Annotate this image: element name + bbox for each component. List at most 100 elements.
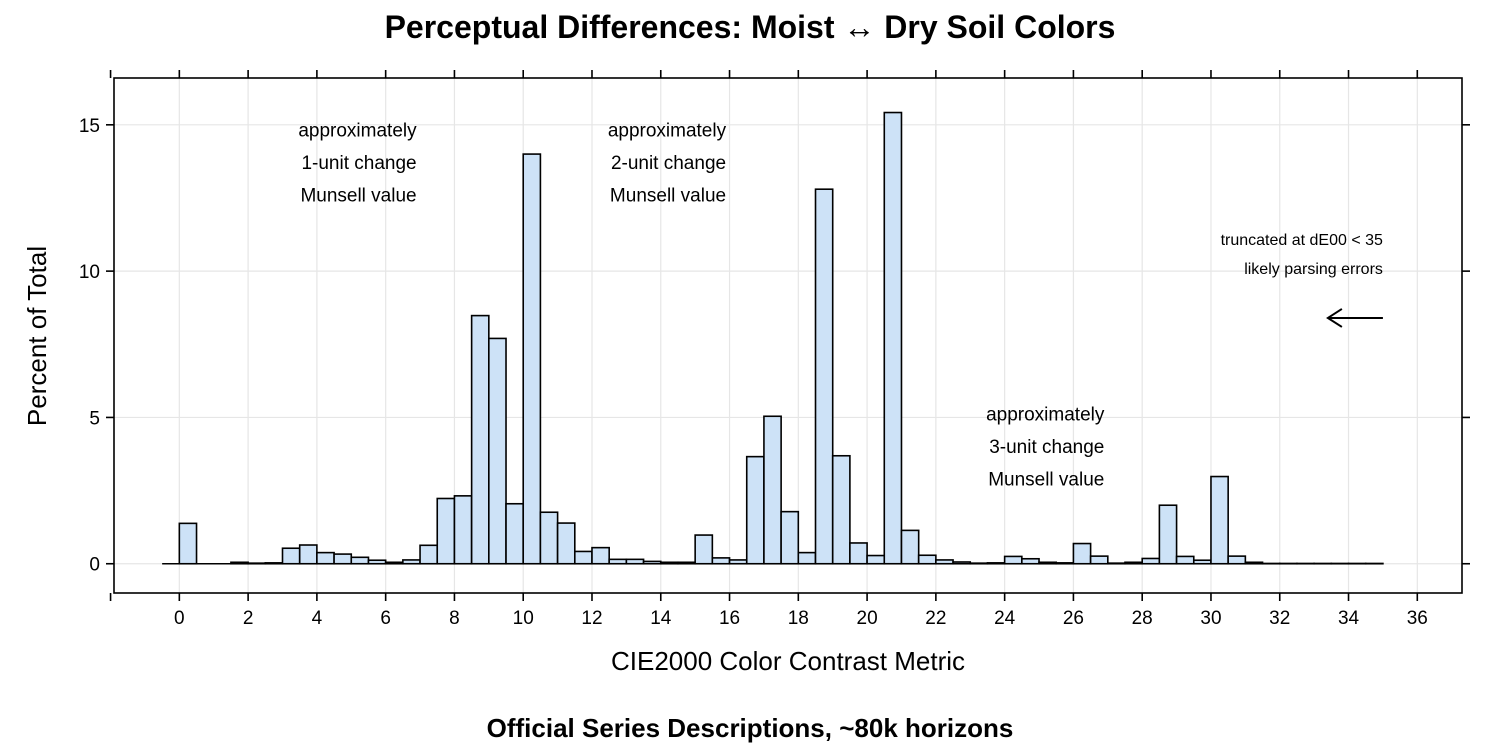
histogram-bar [230,561,249,565]
histogram-bar [436,497,456,565]
y-tick-label: 5 [89,408,100,429]
histogram-bar [281,547,301,565]
histogram-bar [367,559,387,565]
x-tick-label: 24 [994,608,1016,629]
y-tick-label: 15 [79,116,100,137]
histogram-bar [350,556,370,565]
chart-subtitle: Official Series Descriptions, ~80k horiz… [487,713,1014,743]
histogram-bar [625,558,645,565]
x-tick-label: 8 [449,608,460,629]
x-tick-label: 10 [513,608,534,629]
histogram-bar [677,561,696,565]
histogram-bar [1038,561,1058,565]
x-tick-label: 0 [174,608,185,629]
annotation-text: Munsell value [988,469,1104,490]
x-tick-label: 26 [1063,608,1084,629]
annotation-text: likely parsing errors [1244,261,1383,278]
y-tick-label: 0 [89,555,100,576]
x-tick-label: 4 [312,608,323,629]
histogram-bar [1192,559,1212,565]
x-axis-label: CIE2000 Color Contrast Metric [611,646,965,676]
annotation-text: Munsell value [300,186,416,207]
histogram-bar [935,559,954,565]
x-tick-label: 16 [719,608,740,629]
histogram-bar [556,522,576,565]
histogram-bar [797,551,817,565]
histogram-bar [1158,504,1178,565]
x-tick-label: 36 [1407,608,1428,629]
histogram-bar [488,337,507,565]
histogram-bar [745,455,765,565]
histogram-bar [849,542,868,565]
histogram-bar [419,544,439,565]
arrow-left-icon [1326,308,1383,328]
y-tick-label: 10 [79,262,100,283]
x-tick-label: 20 [857,608,878,629]
annotation-text: 3-unit change [989,437,1104,458]
histogram-bar [1244,561,1264,565]
histogram-bar [1089,555,1109,565]
histogram-bar [763,415,782,565]
histogram-bar [522,153,542,565]
annotation-text: Munsell value [610,186,726,207]
histogram-bar [402,559,421,565]
histogram-bars [162,111,1384,565]
histogram-bar [969,562,989,565]
annotation-text: approximately [986,404,1105,425]
x-tick-label: 22 [925,608,946,629]
histogram-bar [1072,542,1092,565]
histogram-bar [659,561,679,565]
x-tick-label: 18 [788,608,809,629]
histogram-bar [1210,475,1229,565]
annotation-text: 2-unit change [611,153,726,174]
histogram-bar [591,546,610,565]
histogram-bar [573,550,593,565]
x-tick-label: 30 [1200,608,1221,629]
histogram-bar [814,188,834,565]
x-tick-label: 34 [1338,608,1360,629]
histogram-bar [986,562,1006,565]
plot-frame [113,77,1463,594]
histogram-bar [470,314,490,565]
histogram-bar [642,560,662,565]
y-axis-label: Percent of Total [22,246,52,426]
histogram-bar [866,554,886,565]
histogram-bar [1003,555,1023,565]
annotation-text: 1-unit change [301,153,416,174]
histogram-bar [247,562,267,565]
histogram-bar [539,511,559,565]
histogram-bar [264,562,284,565]
histogram-bar [780,510,800,565]
histogram-bar [694,534,714,565]
x-tick-label: 12 [581,608,602,629]
histogram-bar [1021,557,1040,565]
x-tick-label: 14 [650,608,672,629]
histogram-bar [453,495,473,565]
histogram-bar [711,557,731,565]
histogram-bar [298,544,318,565]
annotation-text: approximately [298,121,417,142]
histogram-bar [384,561,404,565]
histogram-bar [608,558,628,565]
histogram-bar [952,561,972,565]
x-tick-label: 2 [243,608,254,629]
histogram-bar [1055,562,1075,565]
histogram-bar [316,551,335,565]
annotation-text: approximately [608,121,727,142]
histogram-bar [1141,557,1161,565]
histogram-bar [505,502,525,565]
annotation-text: truncated at dE00 < 35 [1221,232,1383,249]
histogram-bar [1107,562,1126,565]
histogram-bar [178,522,198,565]
histogram-bar [728,559,748,565]
histogram-bar [900,529,920,565]
x-tick-label: 32 [1269,608,1290,629]
histogram-bar [831,454,851,565]
histogram-bar [1175,555,1195,565]
x-tick-label: 6 [380,608,391,629]
histogram-bar [883,111,903,565]
x-tick-label: 28 [1132,608,1153,629]
histogram-bar [1227,555,1247,565]
